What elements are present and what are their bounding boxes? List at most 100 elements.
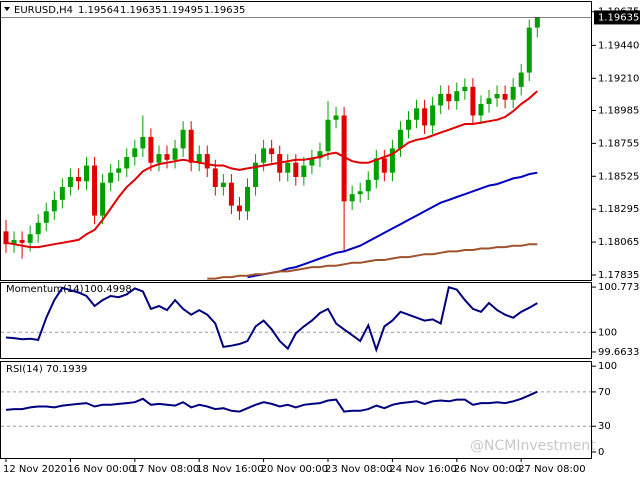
candle-body — [172, 148, 178, 160]
x-tick-label: 20 Nov 00:00 — [261, 464, 328, 475]
candle-body — [406, 119, 411, 130]
x-tick-label: 24 Nov 16:00 — [389, 464, 456, 475]
price-marker-label: 1.19635 — [598, 12, 639, 23]
candle-body — [309, 158, 315, 166]
moving-average — [207, 243, 538, 280]
candle-body — [67, 176, 73, 187]
candle-body — [245, 187, 250, 212]
candle-body — [301, 165, 307, 177]
candle-body — [108, 172, 114, 183]
candle-body — [11, 239, 17, 245]
ohlc-low: 1.19495 — [162, 5, 203, 16]
candle-body — [269, 148, 275, 155]
candle-body — [518, 72, 524, 87]
y-tick-label: 1.18525 — [598, 171, 639, 182]
y-tick-label: 0 — [598, 447, 604, 458]
candle-body — [422, 108, 428, 126]
candle-body — [148, 136, 154, 163]
candle-body — [43, 211, 49, 223]
candle-body — [494, 94, 500, 99]
candle-body — [381, 158, 387, 173]
candle-body — [164, 154, 170, 160]
candle-body — [397, 129, 403, 149]
candle-body — [462, 86, 468, 92]
moving-average — [247, 171, 538, 279]
candle-body — [100, 182, 106, 216]
candle-body — [293, 162, 299, 177]
candle-body — [116, 168, 122, 173]
candle-body — [236, 205, 242, 212]
candle-body — [35, 222, 41, 235]
x-tick-label: 17 Nov 08:00 — [132, 464, 199, 475]
candle-body — [51, 199, 57, 212]
panel-frame — [0, 361, 592, 459]
y-tick-label: 1.18755 — [598, 138, 639, 149]
panel-frame — [0, 1, 592, 281]
candle-body — [373, 158, 379, 180]
indicator-title: Momentum(14) — [6, 284, 84, 295]
x-tick-label: 12 Nov 2020 — [3, 464, 67, 475]
candle-body — [75, 176, 81, 182]
ohlc-close: 1.19635 — [204, 5, 245, 16]
watermark: @NCMInvestment — [470, 438, 596, 454]
candle-body — [333, 115, 339, 120]
menu-arrow[interactable] — [4, 7, 10, 11]
y-tick-label: 1.19210 — [598, 73, 639, 84]
indicator-title: RSI(14) — [6, 364, 43, 375]
candle-body — [365, 179, 371, 192]
candle-body — [510, 86, 516, 100]
candle-body — [502, 94, 508, 100]
candle-body — [19, 239, 25, 243]
candle-body — [3, 231, 9, 245]
candle-body — [220, 182, 226, 187]
candle-body — [534, 17, 540, 28]
indicator-value: 70.1939 — [46, 364, 87, 375]
y-tick-label: 1.18985 — [598, 105, 639, 116]
y-tick-label: 1.19440 — [598, 40, 639, 51]
candle-body — [470, 86, 476, 116]
ohlc-open: 1.19564 — [78, 5, 119, 16]
candle-body — [325, 119, 331, 152]
chart-title: EURUSD,H4 — [14, 5, 73, 16]
candle-body — [478, 104, 484, 116]
indicator-line — [5, 286, 538, 353]
y-tick-label: 100 — [598, 361, 617, 372]
candle-body — [140, 136, 146, 149]
y-tick-label: 100 — [598, 327, 617, 338]
y-tick-label: 100.7734 — [598, 282, 640, 293]
x-tick-label: 16 Nov 00:00 — [67, 464, 134, 475]
price-marker — [594, 10, 640, 25]
candle-body — [454, 91, 460, 102]
candle-body — [92, 165, 98, 216]
candle-body — [180, 129, 186, 149]
indicator-line — [5, 390, 538, 413]
candle-body — [317, 151, 323, 159]
candle-body — [84, 165, 89, 182]
y-tick-label: 1.18065 — [598, 237, 639, 248]
candle-body — [414, 108, 420, 120]
x-tick-label: 18 Nov 16:00 — [196, 464, 263, 475]
x-tick-label: 23 Nov 08:00 — [325, 464, 392, 475]
candle-body — [253, 162, 259, 187]
candle-body — [132, 148, 138, 157]
candle-body — [349, 194, 355, 202]
candle-body — [446, 94, 452, 102]
candle-body — [357, 191, 363, 195]
candle-body — [124, 156, 130, 169]
candle-body — [188, 129, 194, 163]
candle-body — [341, 115, 347, 202]
y-tick-label: 30 — [598, 421, 611, 432]
candle-body — [212, 168, 218, 187]
candle-body — [196, 154, 202, 163]
candle-body — [204, 154, 210, 169]
y-tick-label: 70 — [598, 387, 611, 398]
candle-body — [430, 105, 436, 126]
candle-body — [526, 27, 532, 73]
candle-body — [228, 182, 234, 206]
indicator-value: 100.4998 — [84, 284, 132, 295]
y-tick-label: 99.6633 — [598, 347, 639, 358]
candle-body — [156, 154, 162, 163]
candle-body — [27, 234, 33, 243]
x-tick-label: 26 Nov 00:00 — [454, 464, 521, 475]
